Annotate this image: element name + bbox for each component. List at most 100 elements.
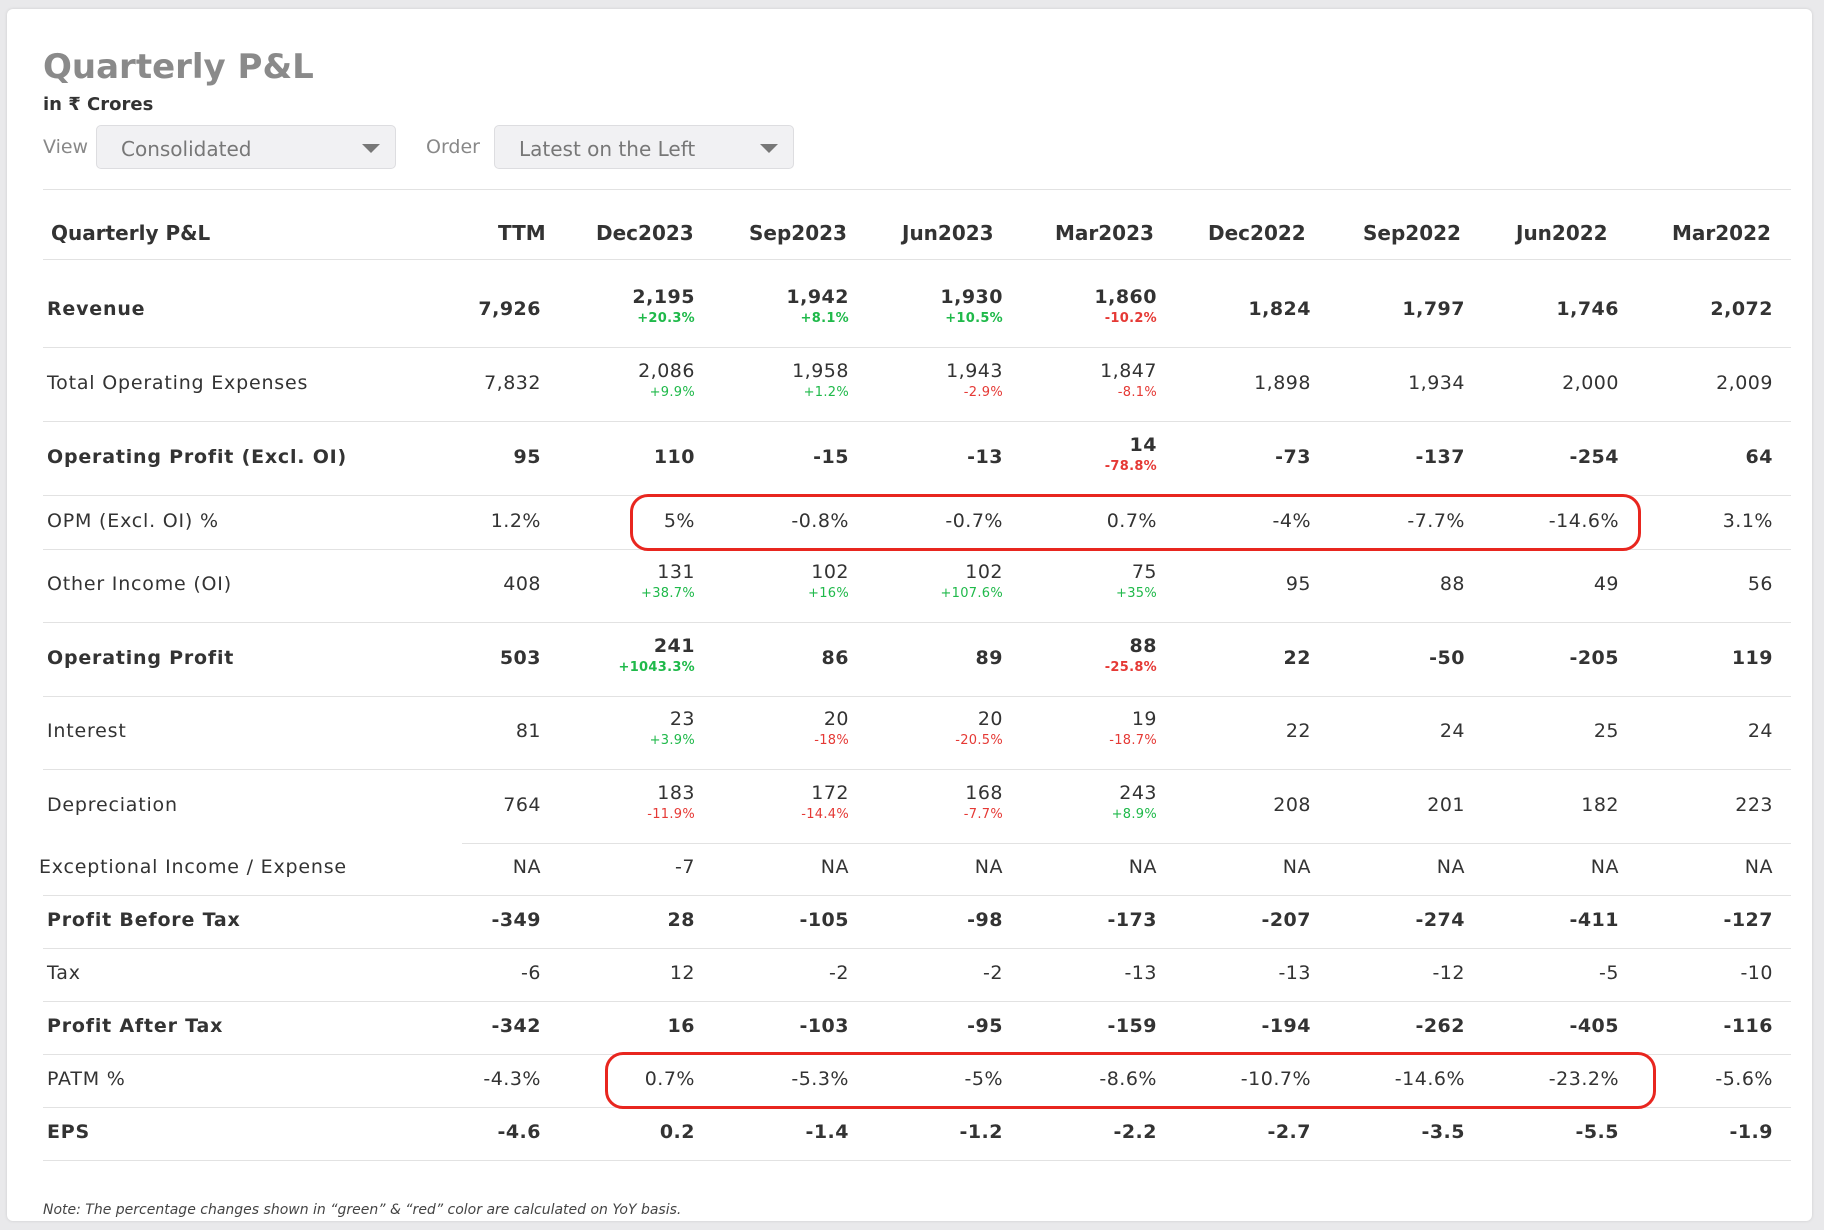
cell-value: -349 bbox=[491, 909, 541, 931]
table-cell: 5% bbox=[495, 510, 695, 532]
table-cell: 1,958 +1.2% bbox=[649, 360, 849, 400]
table-cell: 131 +38.7% bbox=[495, 561, 695, 601]
cell-value: 1,860 bbox=[1094, 286, 1157, 308]
cell-value: -7 bbox=[675, 856, 695, 878]
cell-value: -127 bbox=[1723, 909, 1773, 931]
table-cell: -3.5 bbox=[1265, 1121, 1465, 1143]
cell-value: 75 bbox=[1131, 561, 1157, 583]
cell-value: 1,898 bbox=[1254, 372, 1311, 394]
table-cell: NA bbox=[1573, 856, 1773, 878]
yoy-change: +38.7% bbox=[641, 586, 695, 601]
cell-value: 88 bbox=[1129, 635, 1157, 657]
cell-value: 172 bbox=[811, 782, 849, 804]
table-row: Profit After Tax -342 16 -103 -95 -159 -194 -26… bbox=[7, 1001, 1812, 1054]
cell-value: 1,824 bbox=[1248, 298, 1311, 320]
cell-value: 223 bbox=[1735, 794, 1773, 816]
table-cell: -6 bbox=[341, 962, 541, 984]
table-cell: NA bbox=[1265, 856, 1465, 878]
cell-value: 24 bbox=[1439, 720, 1465, 742]
table-cell: -2 bbox=[803, 962, 1003, 984]
cell-value: -4.6 bbox=[497, 1121, 541, 1143]
order-select[interactable]: Latest on the Left bbox=[494, 125, 794, 169]
cell-value: -13 bbox=[1124, 962, 1157, 984]
row-divider bbox=[462, 842, 1791, 844]
cell-value: -3.5 bbox=[1421, 1121, 1465, 1143]
table-cell: 1,934 bbox=[1265, 372, 1465, 394]
table-cell: 183 -11.9% bbox=[495, 782, 695, 822]
row-label: Revenue bbox=[47, 298, 146, 320]
table-cell: 22 bbox=[1111, 647, 1311, 669]
table-cell: NA bbox=[1111, 856, 1311, 878]
yoy-change: +9.9% bbox=[649, 385, 695, 400]
table-cell: -4% bbox=[1111, 510, 1311, 532]
cell-value: -2.2 bbox=[1113, 1121, 1157, 1143]
cell-value: 19 bbox=[1131, 708, 1157, 730]
table-cell: 1,860 -10.2% bbox=[957, 286, 1157, 326]
yoy-change: -10.2% bbox=[1104, 311, 1157, 326]
cell-value: 3.1% bbox=[1722, 510, 1773, 532]
cell-value: -6 bbox=[521, 962, 541, 984]
cell-value: 95 bbox=[513, 446, 541, 468]
row-divider bbox=[43, 1159, 1791, 1161]
cell-value: 2,072 bbox=[1710, 298, 1773, 320]
table-cell: 172 -14.4% bbox=[649, 782, 849, 822]
yoy-change: +8.9% bbox=[1111, 807, 1157, 822]
table-row: Exceptional Income / Expense NA -7 NA NA NA NA… bbox=[7, 842, 1812, 895]
cell-value: 81 bbox=[515, 720, 541, 742]
cell-value: 56 bbox=[1747, 573, 1773, 595]
table-cell: -8.6% bbox=[957, 1068, 1157, 1090]
row-divider bbox=[43, 768, 1791, 770]
table-cell: -173 bbox=[957, 909, 1157, 931]
cell-value: -23.2% bbox=[1548, 1068, 1619, 1090]
cell-value: NA bbox=[1128, 856, 1157, 878]
cell-value: 2,086 bbox=[638, 360, 695, 382]
cell-value: 110 bbox=[653, 446, 695, 468]
cell-value: 1.2% bbox=[490, 510, 541, 532]
cell-value: -137 bbox=[1415, 446, 1465, 468]
cell-value: -116 bbox=[1723, 1015, 1773, 1037]
cell-value: 14 bbox=[1129, 434, 1157, 456]
table-cell: NA bbox=[957, 856, 1157, 878]
cell-value: 102 bbox=[811, 561, 849, 583]
cell-value: -1.9 bbox=[1729, 1121, 1773, 1143]
table-cell: -405 bbox=[1419, 1015, 1619, 1037]
table-cell: 7,926 bbox=[341, 298, 541, 320]
row-divider bbox=[43, 259, 1791, 260]
cell-value: NA bbox=[1590, 856, 1619, 878]
column-header: Mar2023 bbox=[1055, 221, 1154, 245]
cell-value: 241 bbox=[653, 635, 695, 657]
cell-value: 7,926 bbox=[478, 298, 541, 320]
cell-value: -98 bbox=[967, 909, 1003, 931]
yoy-change: +16% bbox=[808, 586, 849, 601]
table-cell: 241 +1043.3% bbox=[495, 635, 695, 675]
table-cell: -2.2 bbox=[957, 1121, 1157, 1143]
yoy-change: +107.6% bbox=[940, 586, 1003, 601]
table-cell: -7.7% bbox=[1265, 510, 1465, 532]
cell-value: -1.4 bbox=[805, 1121, 849, 1143]
table-cell: 88 -25.8% bbox=[957, 635, 1157, 675]
yoy-change: -14.4% bbox=[801, 807, 849, 822]
cell-value: -8.6% bbox=[1099, 1068, 1157, 1090]
table-cell: 208 bbox=[1111, 794, 1311, 816]
row-label: Exceptional Income / Expense bbox=[39, 856, 347, 878]
table-cell: -12 bbox=[1265, 962, 1465, 984]
row-label: Other Income (OI) bbox=[47, 573, 232, 595]
table-cell: 1,847 -8.1% bbox=[957, 360, 1157, 400]
view-select[interactable]: Consolidated bbox=[96, 125, 396, 169]
cell-value: -73 bbox=[1275, 446, 1311, 468]
table-row: OPM (Excl. OI) % 1.2% 5% -0.8% -0.7% 0.7% -4% -… bbox=[7, 496, 1812, 549]
cell-value: 12 bbox=[669, 962, 695, 984]
table-cell: 16 bbox=[495, 1015, 695, 1037]
cell-value: -15 bbox=[813, 446, 849, 468]
table-cell: 14 -78.8% bbox=[957, 434, 1157, 474]
table-cell: -1.9 bbox=[1573, 1121, 1773, 1143]
cell-value: -5 bbox=[1599, 962, 1619, 984]
table-cell: 0.2 bbox=[495, 1121, 695, 1143]
table-row: Total Operating Expenses 7,832 2,086 +9.9% 1… bbox=[7, 348, 1812, 421]
column-header: Mar2022 bbox=[1672, 221, 1771, 245]
cell-value: 201 bbox=[1427, 794, 1465, 816]
cell-value: 49 bbox=[1593, 573, 1619, 595]
yoy-change: -7.7% bbox=[963, 807, 1003, 822]
cell-value: -5.5 bbox=[1575, 1121, 1619, 1143]
order-select-value: Latest on the Left bbox=[519, 137, 696, 161]
